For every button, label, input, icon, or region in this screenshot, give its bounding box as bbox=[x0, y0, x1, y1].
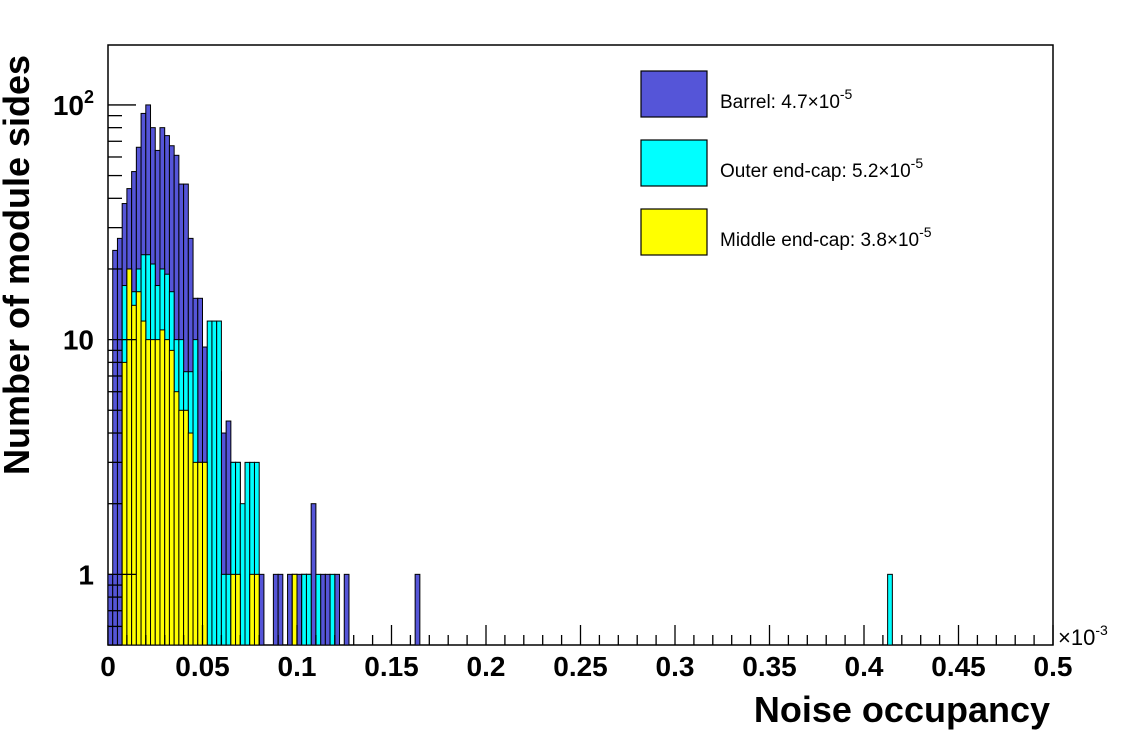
x-tick-label: 0.25 bbox=[553, 651, 608, 682]
bar bbox=[296, 573, 303, 646]
x-tick-label: 0.2 bbox=[467, 651, 506, 682]
legend-label: Middle end-cap: 3.8×10-5 bbox=[720, 224, 932, 251]
x-tick-labels: 0 0.05 0.1 0.15 0.2 0.25 0.3 0.35 0.4 0.45 0.5 bbox=[100, 651, 1072, 682]
bar bbox=[315, 573, 322, 646]
legend-entry: Middle end-cap: 3.8×10-5 bbox=[640, 208, 932, 256]
bar bbox=[140, 320, 147, 646]
bar bbox=[216, 320, 222, 646]
bar bbox=[159, 329, 166, 646]
bar bbox=[183, 409, 189, 646]
bar bbox=[197, 461, 203, 646]
bar bbox=[116, 237, 123, 646]
legend-entry: Barrel: 4.7×10-5 bbox=[640, 70, 853, 118]
bar bbox=[225, 573, 232, 646]
bar bbox=[301, 573, 307, 646]
x-tick-label: 0.4 bbox=[845, 651, 884, 682]
y-tick-label: 10 bbox=[63, 325, 94, 356]
x-tick-label: 0 bbox=[100, 651, 116, 682]
bar bbox=[239, 503, 246, 646]
x-tick-label: 0.5 bbox=[1034, 651, 1073, 682]
bar bbox=[126, 268, 133, 646]
bar bbox=[187, 432, 194, 646]
bar bbox=[887, 573, 893, 646]
bar bbox=[131, 304, 137, 646]
bar bbox=[334, 573, 341, 646]
bar bbox=[164, 339, 170, 646]
legend-label: Outer end-cap: 5.2×10-5 bbox=[720, 155, 923, 182]
bar bbox=[320, 573, 326, 646]
bar bbox=[287, 573, 293, 646]
bar bbox=[192, 461, 199, 646]
bar bbox=[324, 573, 331, 646]
bar bbox=[235, 573, 241, 646]
bar bbox=[414, 573, 421, 646]
bar bbox=[329, 573, 336, 646]
legend-label: Barrel: 4.7×10-5 bbox=[720, 86, 853, 113]
x-axis-scale-label: ×10-3 bbox=[1058, 622, 1108, 650]
bar bbox=[249, 573, 255, 646]
x-tick-label: 0.45 bbox=[931, 651, 986, 682]
bar bbox=[202, 461, 208, 646]
bar bbox=[244, 461, 251, 646]
x-tick-label: 0.1 bbox=[278, 651, 317, 682]
y-tick-label: 102 bbox=[53, 87, 94, 121]
x-axis-title: Noise occupancy bbox=[754, 689, 1050, 730]
y-tick-labels: 1 10 102 bbox=[53, 87, 94, 590]
bar bbox=[230, 573, 237, 646]
x-tick-label: 0.35 bbox=[742, 651, 797, 682]
bar bbox=[145, 339, 152, 646]
bar bbox=[121, 361, 128, 646]
bar bbox=[291, 573, 298, 646]
axes bbox=[107, 104, 1054, 646]
histogram-bars bbox=[107, 104, 893, 646]
bar bbox=[310, 503, 317, 646]
bar bbox=[112, 249, 118, 646]
x-tick-label: 0.15 bbox=[364, 651, 419, 682]
series-middle-end-cap bbox=[121, 268, 298, 646]
bar bbox=[305, 573, 312, 646]
y-axis-title: Number of module sides bbox=[0, 55, 37, 475]
bar bbox=[272, 573, 279, 646]
y-tick-label: 1 bbox=[78, 559, 94, 590]
bar bbox=[168, 349, 175, 646]
bar bbox=[206, 320, 213, 646]
bar bbox=[150, 339, 156, 646]
x-tick-label: 0.3 bbox=[656, 651, 695, 682]
bar bbox=[173, 391, 180, 646]
bar bbox=[220, 573, 227, 646]
bar bbox=[178, 409, 185, 646]
x-tick-label: 0.05 bbox=[175, 651, 230, 682]
bar bbox=[253, 573, 260, 646]
legend: Barrel: 4.7×10-5 Outer end-cap: 5.2×10-5 M… bbox=[640, 70, 932, 256]
bar bbox=[154, 339, 161, 646]
bar bbox=[343, 573, 350, 646]
bar bbox=[258, 573, 265, 646]
legend-swatch bbox=[640, 208, 708, 256]
bar bbox=[211, 320, 218, 646]
bar bbox=[277, 573, 284, 646]
legend-swatch bbox=[640, 139, 708, 187]
bar bbox=[135, 291, 142, 646]
legend-swatch bbox=[640, 70, 708, 118]
legend-entry: Outer end-cap: 5.2×10-5 bbox=[640, 139, 923, 187]
